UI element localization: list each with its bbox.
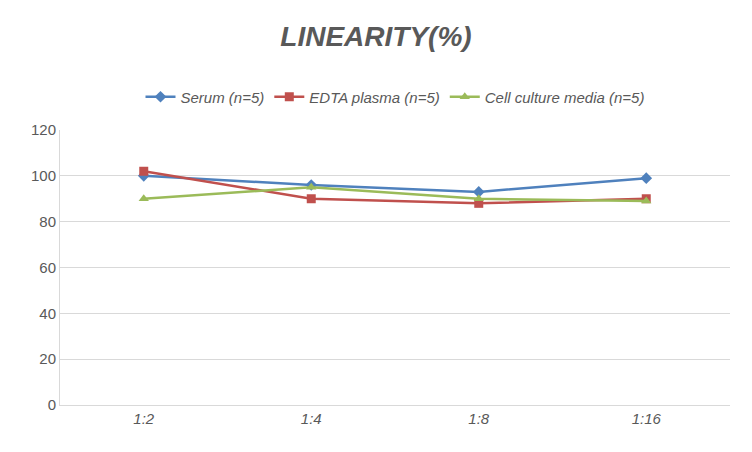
svg-text:1:16: 1:16 — [632, 410, 662, 427]
svg-text:20: 20 — [39, 350, 56, 367]
svg-text:1:8: 1:8 — [468, 410, 490, 427]
svg-text:40: 40 — [39, 305, 56, 322]
svg-text:Cell culture media (n=5): Cell culture media (n=5) — [485, 89, 645, 106]
svg-text:80: 80 — [39, 213, 56, 230]
svg-text:100: 100 — [31, 167, 56, 184]
svg-text:1:2: 1:2 — [133, 410, 155, 427]
svg-text:60: 60 — [39, 259, 56, 276]
svg-text:LINEARITY(%): LINEARITY(%) — [280, 21, 471, 52]
svg-text:Serum (n=5): Serum (n=5) — [181, 89, 265, 106]
svg-text:1:4: 1:4 — [301, 410, 322, 427]
svg-text:EDTA plasma (n=5): EDTA plasma (n=5) — [309, 89, 439, 106]
svg-text:120: 120 — [31, 121, 56, 138]
svg-text:0: 0 — [48, 396, 56, 413]
